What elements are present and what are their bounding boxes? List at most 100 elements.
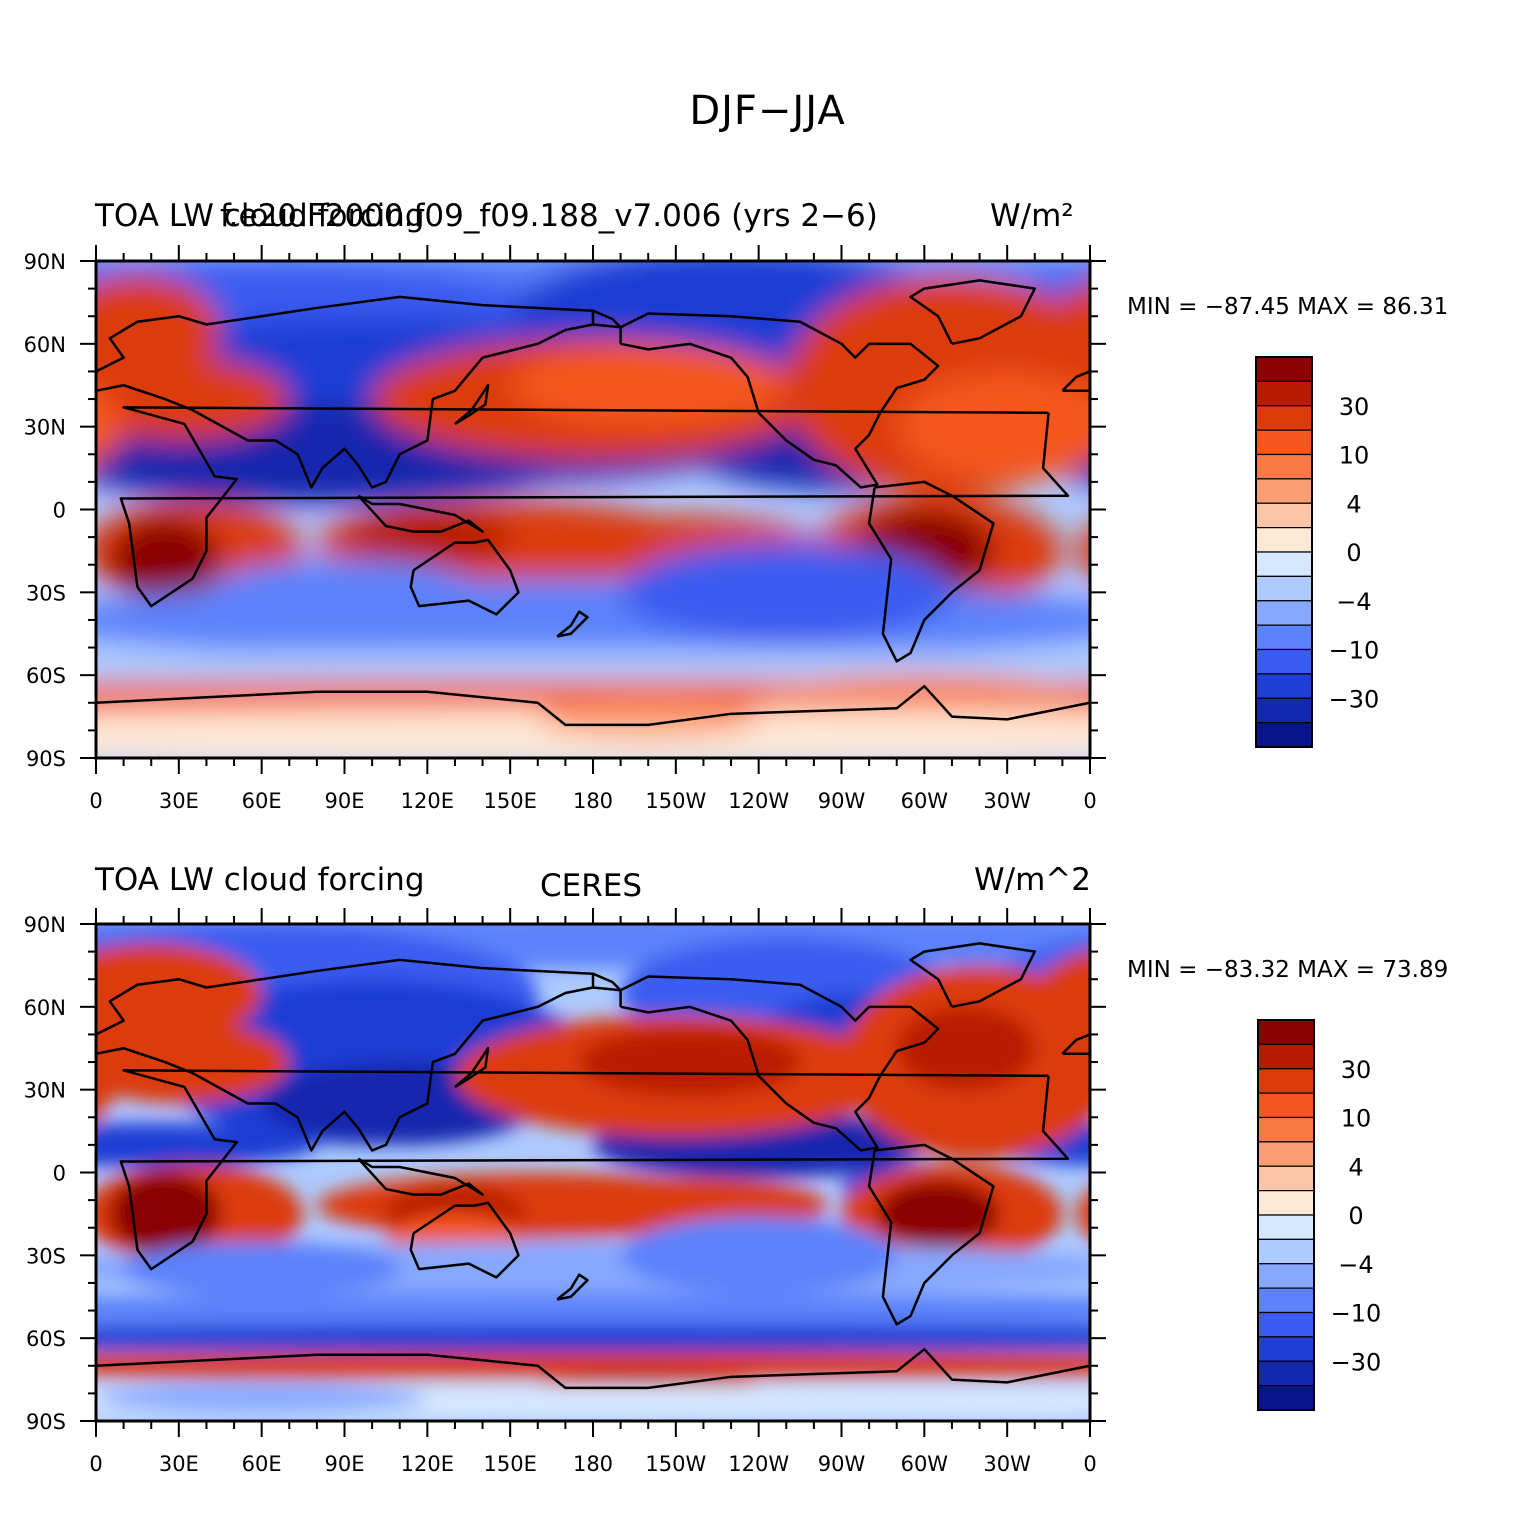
- figure-title: DJF−JJA: [689, 88, 846, 134]
- panel2-colorbar-bin: [1257, 1068, 1315, 1094]
- panel2-y-tick-label: 0: [53, 1162, 66, 1186]
- panel1-colorbar-bin: [1255, 405, 1313, 431]
- panel1-coastline: [556, 610, 589, 638]
- panel2-field-region: [1034, 1257, 1090, 1282]
- panel1-field-region: [96, 712, 593, 758]
- panel1-colorbar-label: −10: [1329, 637, 1380, 665]
- panel1-colorbar-frame: [1255, 356, 1313, 748]
- panel2-colorbar-bin: [1257, 1263, 1315, 1289]
- panel2-field-region: [620, 1216, 897, 1294]
- panel1-field-region: [510, 343, 787, 427]
- panel1-field-region: [537, 702, 759, 736]
- panel2-y-tick-label: 90S: [26, 1410, 66, 1434]
- panel1-y-tick-label: 90N: [24, 250, 66, 274]
- panel2-colorbar-bin: [1257, 1214, 1315, 1240]
- panel1-y-tick-label: 30N: [24, 416, 66, 440]
- panel2-colorbar-label: −4: [1338, 1251, 1373, 1279]
- panel1-y-tick-label: 60N: [24, 333, 66, 357]
- panel2-field-region: [123, 1241, 400, 1297]
- panel2-coastlines: [96, 942, 1090, 1390]
- panel2-field-region: [1076, 1189, 1090, 1238]
- panel2-field-region: [579, 1028, 801, 1096]
- panel2-colorbar-label: −10: [1331, 1300, 1382, 1328]
- panel2-min-max: MIN = −83.32 MAX = 73.89: [1127, 957, 1449, 983]
- panel2-coastline: [867, 1143, 995, 1326]
- panel2-y-tick-label: 30N: [24, 1079, 66, 1103]
- panel1-x-tick-label: 120W: [728, 789, 789, 813]
- panel2-x-tick-label: 90E: [325, 1452, 365, 1476]
- panel1-field-region: [96, 578, 1090, 662]
- panel2-colorbar-bin: [1257, 1311, 1315, 1338]
- panel1-coastline: [867, 480, 995, 663]
- panel1-colorbar-bin: [1255, 600, 1313, 626]
- panel2-y-tick-label: 30S: [26, 1244, 66, 1268]
- panel1-coastline: [1061, 370, 1090, 393]
- panel2-x-tick-label: 180: [573, 1452, 613, 1476]
- panel2-x-tick-label: 0: [89, 1452, 102, 1476]
- panel2-field-region: [109, 1172, 221, 1256]
- panel1-colorbar-bin: [1255, 453, 1313, 480]
- panel1-colorbar-label: −30: [1329, 685, 1380, 713]
- panel2-coastline: [619, 975, 940, 1152]
- panel1-field-region: [620, 542, 952, 643]
- panel1-x-tick-label: 180: [573, 789, 613, 813]
- panel1-colorbar-bin: [1255, 478, 1313, 504]
- panel2-coastline: [1061, 1033, 1090, 1056]
- panel2-center-title: CERES: [540, 868, 643, 904]
- panel2-y-tick-label: 90N: [24, 913, 66, 937]
- panel2-x-tick-label: 120W: [728, 1452, 789, 1476]
- panel2-field-region: [593, 1387, 1090, 1417]
- panel2-colorbar-bin: [1257, 1165, 1315, 1192]
- panel1-colorbar-bin: [1255, 575, 1313, 602]
- panel1-x-tick-label: 150E: [483, 789, 536, 813]
- panel2-field-region: [96, 1122, 317, 1167]
- panel1-coastline: [119, 406, 1070, 608]
- panel1-field-region: [1034, 601, 1090, 638]
- panel2-colorbar-bin: [1257, 1360, 1315, 1387]
- panel2-colorbar-label: 0: [1348, 1202, 1363, 1230]
- panel2-colorbar-bin: [1257, 1238, 1315, 1265]
- panel1-y-tick-label: 30S: [26, 581, 66, 605]
- panel2-field-region: [96, 1385, 428, 1413]
- panel1-colorbar-bin: [1255, 624, 1313, 651]
- panel2-coastline: [556, 1273, 589, 1301]
- panel2-coastline: [454, 1047, 490, 1088]
- panel2-colorbar-label: 10: [1341, 1105, 1372, 1133]
- panel2-field-region: [896, 1006, 1035, 1090]
- panel2-axes: 0 30E 60E 90E 120E 150E 180 150W 120W 90W 60W 30W 09…: [24, 908, 1106, 1476]
- panel2-coastline: [592, 972, 622, 992]
- panel1-colorbar-bin: [1255, 722, 1313, 748]
- panel1-field-region: [206, 559, 483, 626]
- panel2-colorbar-bin: [1257, 1019, 1315, 1045]
- panel2-colorbar-bin: [1257, 1043, 1315, 1070]
- panel1-center-title: f.e20.F2000.f09_f09.188_v7.006 (yrs 2−6): [220, 198, 878, 234]
- panel1-coastline: [592, 309, 622, 329]
- panel2-x-tick-label: 0: [1083, 1452, 1096, 1476]
- panel1-coastline: [96, 684, 1090, 727]
- panel1-coastline: [619, 312, 940, 489]
- panel1-coastline: [96, 295, 595, 489]
- panel1-field-region: [593, 652, 1090, 682]
- panel1-x-tick-label: 0: [89, 789, 102, 813]
- panel2-right-title: W/m^2: [974, 862, 1091, 898]
- panel2-x-tick-label: 30W: [983, 1452, 1031, 1476]
- panel2-colorbar-label: −30: [1331, 1348, 1382, 1376]
- panel1-colorbar-bin: [1255, 673, 1313, 699]
- panel2-x-tick-label: 30E: [159, 1452, 199, 1476]
- panel2-x-tick-label: 120E: [401, 1452, 454, 1476]
- panel2-field-region: [593, 1353, 1090, 1378]
- panel1-field-region: [896, 371, 1090, 482]
- panel2-field-region: [593, 1296, 1090, 1325]
- panel1-y-tick-label: 0: [53, 499, 66, 523]
- panel1-colorbar-bin: [1255, 551, 1313, 577]
- panel1-x-tick-label: 30W: [983, 789, 1031, 813]
- panel2-colorbar-label: 30: [1341, 1056, 1372, 1084]
- panel1-y-tick-label: 90S: [26, 747, 66, 771]
- panel1-colorbar-label: 0: [1346, 539, 1361, 567]
- panel1-field-region: [344, 509, 511, 565]
- panel1-colorbar-bin: [1255, 648, 1313, 675]
- panel2-colorbar-bin: [1257, 1336, 1315, 1362]
- panel2-colorbar-bin: [1257, 1190, 1315, 1216]
- panel2-coastline: [119, 1069, 1070, 1271]
- panel1-x-tick-label: 150W: [645, 789, 706, 813]
